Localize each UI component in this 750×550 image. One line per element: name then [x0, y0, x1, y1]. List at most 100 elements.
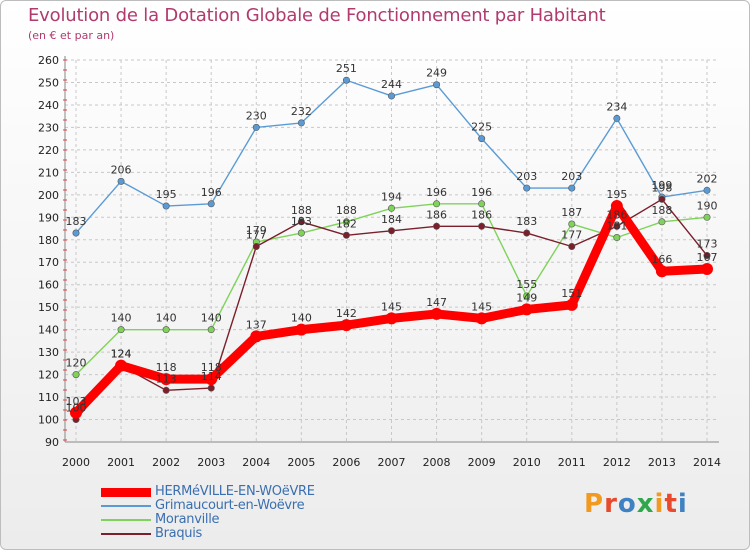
y-tick-label: 220: [38, 144, 59, 157]
data-label: 183: [291, 215, 312, 228]
data-point: [703, 213, 711, 221]
data-label: 196: [201, 186, 222, 199]
x-tick-label: 2001: [107, 456, 135, 469]
data-label: 151: [561, 287, 582, 300]
data-label: 120: [66, 357, 87, 370]
x-tick-label: 2007: [378, 456, 406, 469]
y-tick-label: 240: [38, 99, 59, 112]
y-tick-label: 90: [45, 436, 59, 449]
data-label: 194: [381, 190, 402, 203]
data-point: [520, 303, 533, 316]
data-point: [523, 184, 531, 192]
data-point: [433, 200, 441, 208]
x-tick-label: 2013: [648, 456, 676, 469]
legend-label: Braquis: [155, 526, 203, 541]
logo-letter: r: [604, 489, 618, 519]
x-tick-label: 2004: [242, 456, 270, 469]
data-label: 203: [561, 170, 582, 183]
data-point: [250, 330, 263, 343]
legend-swatch: [101, 505, 151, 507]
data-label: 190: [697, 199, 718, 212]
data-label: 118: [201, 361, 222, 374]
data-point: [160, 373, 173, 386]
data-point: [162, 386, 170, 394]
data-label: 155: [516, 278, 537, 291]
y-tick-label: 140: [38, 324, 59, 337]
data-point: [568, 184, 576, 192]
x-tick-label: 2008: [423, 456, 451, 469]
data-label: 166: [651, 253, 672, 266]
data-label: 206: [111, 163, 132, 176]
data-label: 188: [336, 204, 357, 217]
data-point: [72, 371, 80, 379]
data-label: 145: [381, 300, 402, 313]
data-label: 142: [336, 307, 357, 320]
data-point: [613, 114, 621, 122]
chart-title: Evolution de la Dotation Globale de Fonc…: [28, 5, 606, 26]
y-tick-label: 130: [38, 346, 59, 359]
y-tick-label: 230: [38, 121, 59, 134]
data-point: [478, 222, 486, 230]
data-point: [295, 323, 308, 336]
data-point: [252, 123, 260, 131]
data-point: [342, 218, 350, 226]
data-label: 232: [291, 105, 312, 118]
logo-letter: i: [677, 489, 688, 519]
data-point: [565, 298, 578, 311]
data-label: 114: [201, 370, 222, 383]
data-point: [297, 119, 305, 127]
data-point: [568, 220, 576, 228]
data-label: 251: [336, 62, 357, 75]
data-label: 249: [426, 67, 447, 80]
y-tick-label: 170: [38, 256, 59, 269]
y-tick-label: 260: [38, 54, 59, 67]
data-label: 225: [471, 121, 492, 134]
data-point: [610, 200, 623, 213]
data-label: 149: [516, 291, 537, 304]
data-label: 124: [111, 348, 132, 361]
data-point: [72, 229, 80, 237]
legend-swatch: [101, 519, 151, 521]
y-tick-label: 150: [38, 301, 59, 314]
data-label: 183: [516, 215, 537, 228]
data-point: [568, 243, 576, 251]
data-label: 167: [697, 251, 718, 264]
data-point: [613, 234, 621, 242]
data-label: 203: [516, 170, 537, 183]
data-point: [115, 359, 128, 372]
data-point: [523, 292, 531, 300]
data-point: [207, 384, 215, 392]
data-label: 181: [606, 220, 627, 233]
data-point: [387, 227, 395, 235]
data-label: 186: [606, 208, 627, 221]
data-point: [162, 202, 170, 210]
data-point: [342, 76, 350, 84]
data-label: 179: [246, 224, 267, 237]
data-point: [478, 135, 486, 143]
data-label: 177: [561, 229, 582, 242]
data-point: [70, 406, 82, 419]
y-tick-label: 160: [38, 279, 59, 292]
legend-swatch: [101, 533, 151, 535]
x-axis-ticks: 2000 2001 2002 2003 2004 2005 2006 2007 2008 2009…: [62, 456, 721, 469]
data-point: [430, 307, 443, 320]
data-label: 196: [426, 186, 447, 199]
x-tick-label: 2002: [152, 456, 180, 469]
data-labels: 183 206 195 196 230 232 251 244 249 225 203 203 234 1…: [66, 62, 718, 414]
data-label: 187: [561, 206, 582, 219]
data-label: 234: [606, 100, 627, 113]
data-point: [162, 326, 170, 334]
y-tick-label: 120: [38, 369, 59, 382]
data-label: 183: [66, 215, 87, 228]
x-tick-label: 2012: [603, 456, 631, 469]
data-point: [117, 177, 125, 185]
data-label: 244: [381, 78, 402, 91]
data-label: 173: [697, 237, 718, 250]
data-label: 230: [246, 109, 267, 122]
y-tick-label: 200: [38, 189, 59, 202]
data-label: 184: [381, 213, 402, 226]
x-tick-label: 2005: [287, 456, 315, 469]
data-point: [433, 222, 441, 230]
logo-letter: t: [664, 489, 678, 519]
